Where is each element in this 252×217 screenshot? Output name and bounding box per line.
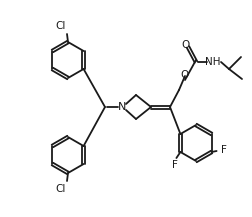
Text: O: O: [180, 70, 188, 80]
Text: F: F: [172, 160, 178, 170]
Text: NH: NH: [204, 57, 220, 67]
Text: Cl: Cl: [56, 21, 66, 31]
Text: F: F: [220, 145, 226, 155]
Text: Cl: Cl: [56, 184, 66, 194]
Text: O: O: [181, 40, 189, 50]
Text: N: N: [117, 102, 126, 112]
